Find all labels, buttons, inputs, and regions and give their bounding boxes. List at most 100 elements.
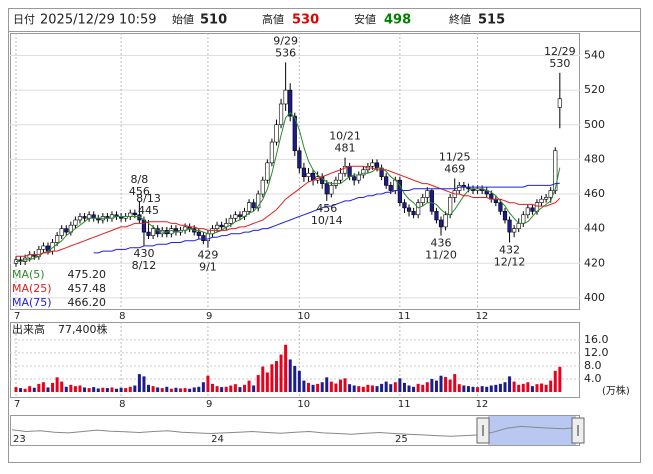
volume-bar [448, 379, 452, 392]
volume-bar [544, 384, 548, 392]
candle-body [205, 233, 211, 242]
legend-name: MA(5) [12, 268, 45, 281]
volume-bar [407, 385, 411, 392]
candle-body [82, 216, 87, 219]
candle-body [228, 217, 233, 224]
candle-body [141, 219, 147, 233]
annotation-value: 456 [316, 202, 337, 215]
volume-bar [517, 384, 521, 392]
volume-bar [421, 384, 425, 392]
volume-bar [55, 377, 59, 392]
volume-bar [19, 388, 23, 392]
volume-bar [302, 380, 306, 392]
annotation-date: 11/20 [425, 249, 457, 262]
volume-bar [535, 384, 539, 392]
volume-bar [416, 383, 420, 392]
volume-bar [105, 388, 109, 392]
volume-bar [293, 365, 297, 392]
candle-body [443, 214, 448, 228]
candle-body [73, 219, 78, 226]
candle-body [77, 216, 83, 221]
candle-body [397, 179, 402, 203]
candle-body [498, 202, 503, 212]
volume-bar [238, 387, 242, 392]
volume-bar [265, 372, 269, 392]
volume-bar [480, 386, 484, 392]
volume-bar [489, 385, 493, 392]
volume-bar [206, 375, 210, 392]
volume-bar [14, 387, 18, 392]
volume-bar [352, 385, 356, 392]
candle-body [269, 141, 275, 164]
frame [8, 8, 641, 463]
volume-bar [508, 376, 512, 392]
volume-bar [338, 379, 342, 392]
volume-bar [211, 383, 215, 392]
candle-body [237, 214, 243, 217]
candle-body [283, 89, 288, 105]
volume-bar [160, 388, 164, 392]
date-label: 日付 [13, 13, 35, 26]
candle-body [493, 198, 498, 203]
annotation-value: 469 [444, 162, 465, 175]
volume-bar [156, 387, 160, 392]
x-tick-label: 12 [476, 399, 489, 410]
volume-bar [284, 344, 288, 392]
navigator-label: 25 [395, 434, 408, 445]
candle-body [402, 202, 407, 209]
candle-body [516, 223, 521, 229]
volume-bar [151, 386, 155, 392]
annotation-date: 9/1 [199, 261, 217, 274]
y-tick-label: 440 [584, 222, 605, 235]
candle-body [132, 212, 137, 216]
volume-bar [28, 386, 32, 392]
volume-bar [41, 382, 45, 392]
volume-bar [83, 387, 87, 392]
legend-value: 475.20 [68, 268, 107, 281]
volume-bar [233, 384, 237, 392]
annotation-date: 10/14 [311, 214, 343, 227]
x-tick-label: 12 [476, 311, 489, 322]
high-value: 530 [292, 13, 319, 28]
annotation-date: 8/12 [132, 259, 157, 272]
datetime: 2025/12/29 10:59 [40, 13, 157, 28]
volume-bar [46, 387, 50, 392]
volume-current: 77,400株 [58, 322, 108, 336]
annotation-date: 12/12 [494, 255, 526, 268]
volume-bar [279, 354, 283, 392]
candle-body [292, 115, 297, 152]
volume-bar [521, 383, 525, 392]
volume-bar [179, 388, 183, 392]
annotation-value: 432 [499, 243, 520, 256]
candle-body [251, 202, 256, 209]
ma-line [16, 165, 561, 257]
volume-bar [73, 386, 77, 392]
volume-bar [297, 370, 301, 392]
candle-body [256, 193, 261, 209]
volume-bar [133, 385, 137, 392]
volume-bar [526, 382, 530, 392]
volume-bar [316, 383, 320, 392]
candle-body [544, 197, 549, 200]
volume-bar [311, 384, 315, 392]
volume-bar [553, 370, 557, 392]
ma-line [16, 111, 561, 262]
y-tick-label: 500 [584, 118, 605, 131]
candle-body [324, 183, 329, 195]
candle-body [548, 190, 553, 198]
annotation-date: 11/25 [439, 150, 471, 163]
volume-bar [256, 375, 260, 392]
volume-bar [549, 380, 553, 392]
volume-bar [485, 386, 489, 392]
volume-bar [60, 381, 64, 392]
annotation-value: 536 [275, 46, 296, 59]
price-panel [10, 33, 580, 310]
volume-bar [243, 384, 246, 392]
candle-body [297, 150, 302, 169]
candle-body [246, 202, 252, 212]
annotation-value: 530 [549, 57, 570, 70]
volume-bar [380, 383, 384, 392]
annotation-date: 8/13 [136, 192, 161, 205]
candle-body [530, 207, 535, 212]
